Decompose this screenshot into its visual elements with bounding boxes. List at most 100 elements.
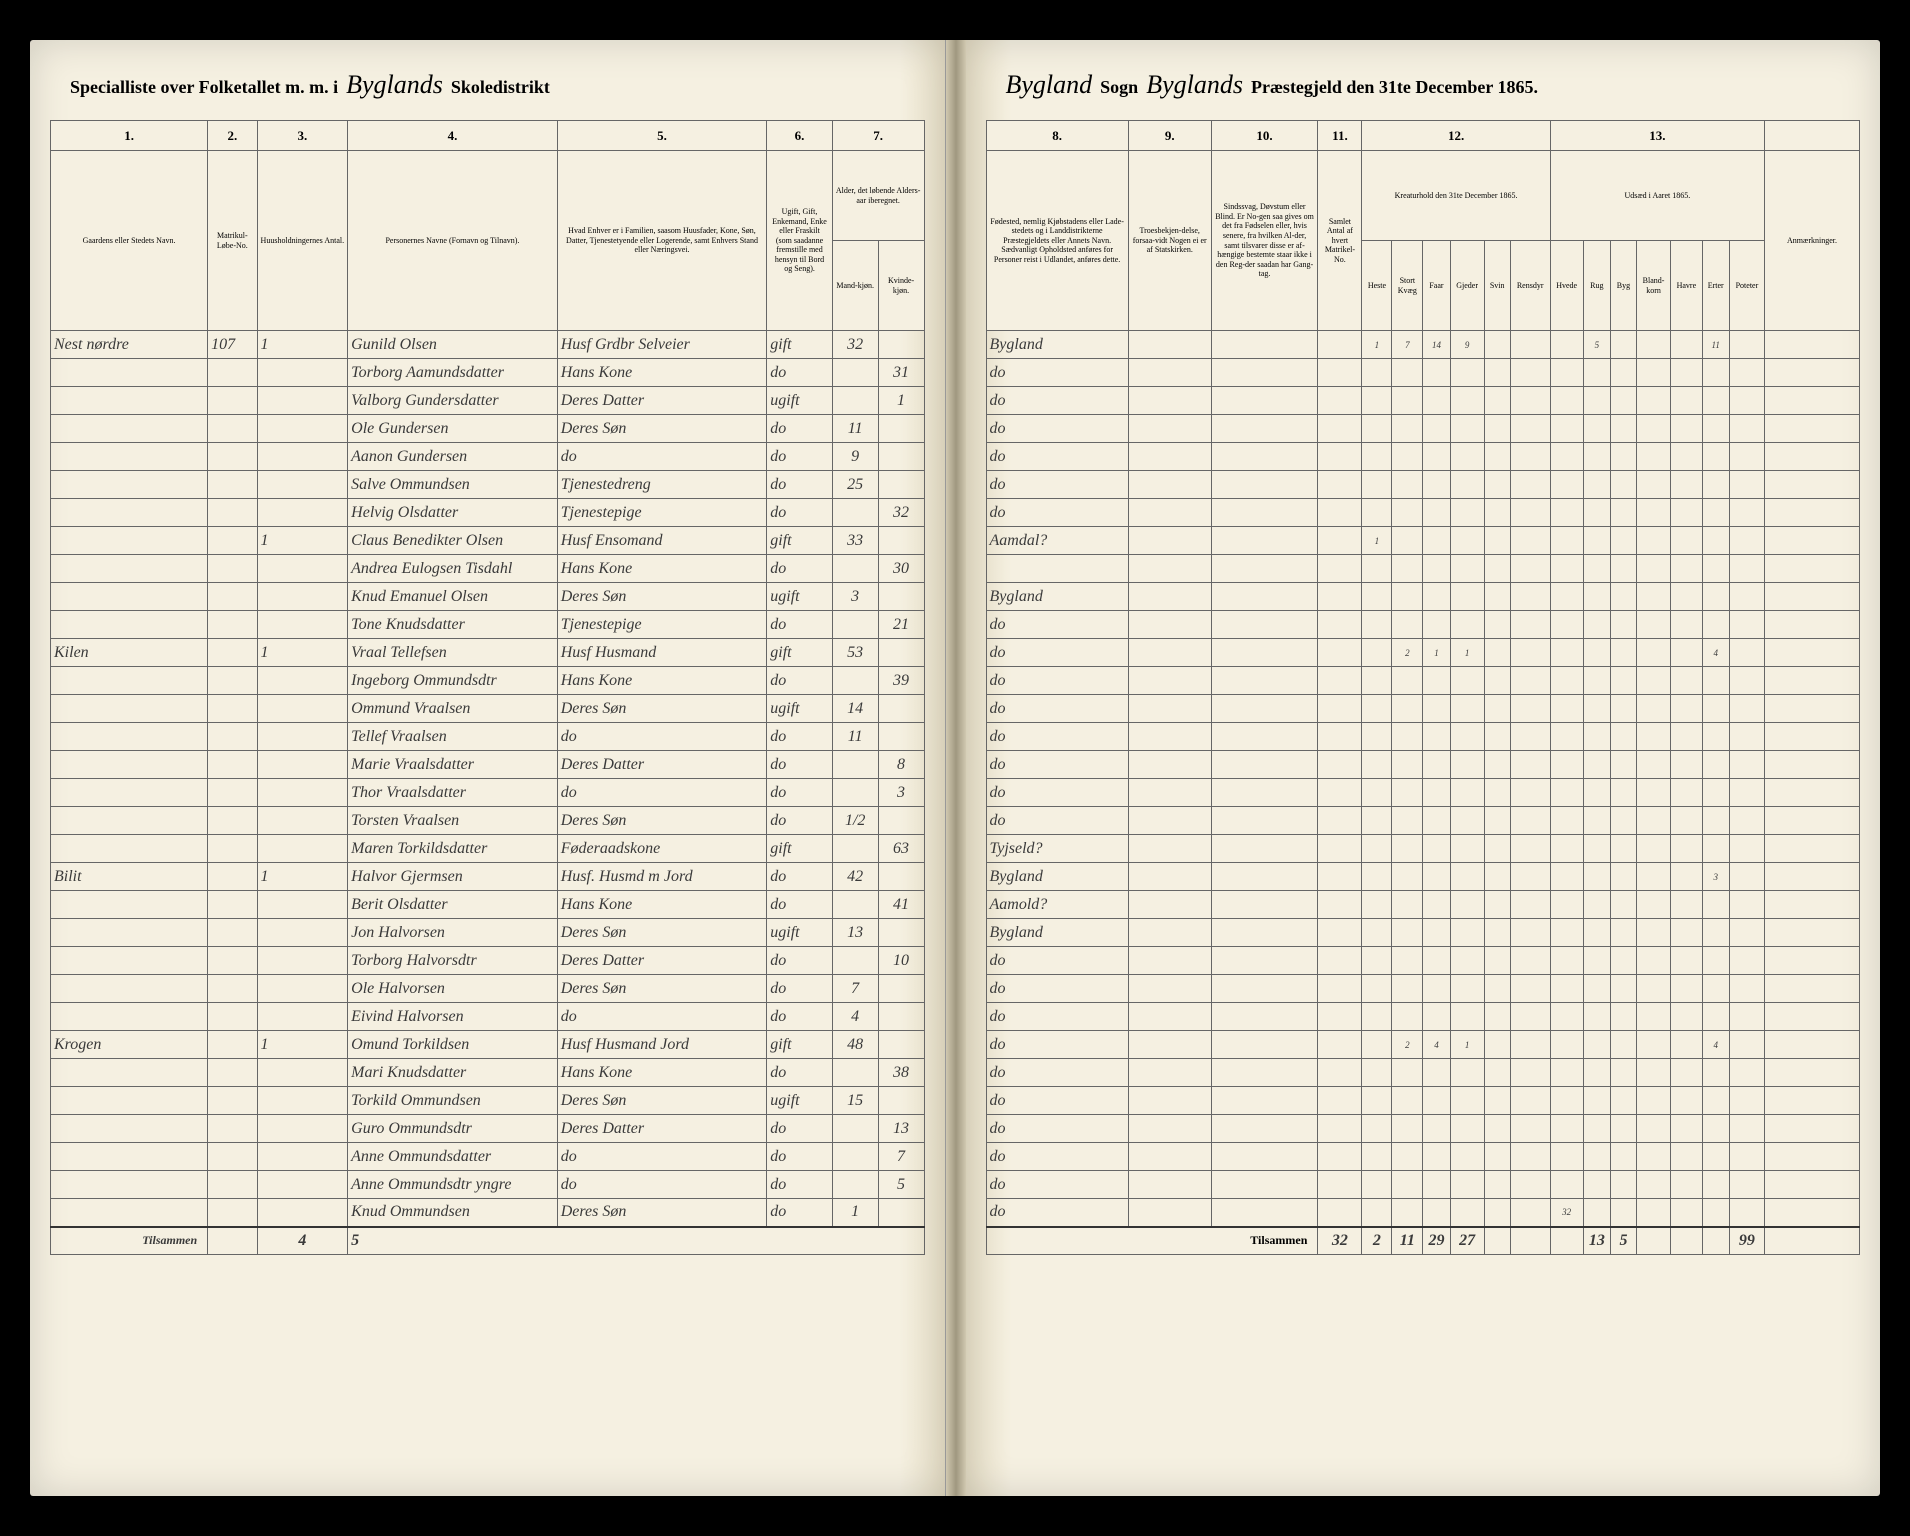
cell xyxy=(1729,527,1764,555)
cell xyxy=(1318,751,1362,779)
cell xyxy=(1637,975,1671,1003)
cell xyxy=(1510,779,1550,807)
cell: 11 xyxy=(1702,331,1729,359)
cell xyxy=(1729,723,1764,751)
cell xyxy=(1729,1031,1764,1059)
table-row: Torborg HalvorsdtrDeres Datterdo10 xyxy=(51,947,925,975)
cell xyxy=(1729,387,1764,415)
right-table: 8. 9. 10. 11. 12. 13. Fødested, nemlig K… xyxy=(986,120,1861,1255)
cell xyxy=(1765,751,1860,779)
cell xyxy=(1392,919,1423,947)
table-row: Guro OmmundsdtrDeres Datterdo13 xyxy=(51,1115,925,1143)
cell: Bilit xyxy=(51,863,208,891)
cell xyxy=(1510,499,1550,527)
cell xyxy=(1702,527,1729,555)
cell xyxy=(1423,1171,1450,1199)
cell xyxy=(1637,443,1671,471)
cell xyxy=(1362,807,1392,835)
cell xyxy=(1729,1003,1764,1031)
cell xyxy=(1211,891,1318,919)
cell xyxy=(1765,387,1860,415)
cell xyxy=(1583,667,1610,695)
cell xyxy=(1128,751,1211,779)
cell xyxy=(1450,919,1484,947)
cell xyxy=(1765,331,1860,359)
cell: do xyxy=(557,1143,767,1171)
cell xyxy=(1128,611,1211,639)
cell xyxy=(1362,1059,1392,1087)
cell xyxy=(1128,723,1211,751)
cell xyxy=(1211,1143,1318,1171)
cell: 11 xyxy=(832,723,878,751)
cell: ugift xyxy=(767,1087,832,1115)
cell xyxy=(1765,919,1860,947)
cell xyxy=(1128,1087,1211,1115)
cell: Føderaadskone xyxy=(557,835,767,863)
cell: Tellef Vraalsen xyxy=(348,723,558,751)
cell xyxy=(1583,1003,1610,1031)
cell xyxy=(257,975,348,1003)
title-prefix: Specialliste over Folketallet m. m. i xyxy=(70,77,338,98)
h7c: Kvinde-kjøn. xyxy=(878,241,924,331)
cell: 10 xyxy=(878,947,924,975)
cell xyxy=(1765,947,1860,975)
cell xyxy=(1671,919,1702,947)
cell xyxy=(1671,1171,1702,1199)
cell xyxy=(1729,1059,1764,1087)
cell: ugift xyxy=(767,583,832,611)
cell xyxy=(1362,471,1392,499)
cell xyxy=(208,359,257,387)
cell xyxy=(1765,891,1860,919)
cell xyxy=(1484,527,1510,555)
cell xyxy=(1392,471,1423,499)
cell xyxy=(1510,919,1550,947)
cell xyxy=(1450,443,1484,471)
cell xyxy=(1128,639,1211,667)
cell: 39 xyxy=(878,667,924,695)
cell xyxy=(1637,415,1671,443)
cell: 1 xyxy=(878,387,924,415)
cell xyxy=(1610,639,1636,667)
cell xyxy=(1702,555,1729,583)
cell xyxy=(1583,947,1610,975)
cell xyxy=(1550,527,1583,555)
cell xyxy=(1702,807,1729,835)
cell xyxy=(1450,583,1484,611)
table-row: Torkild OmmundsenDeres Sønugift15 xyxy=(51,1087,925,1115)
table-row: Torsten VraalsenDeres Søndo1/2 xyxy=(51,807,925,835)
table-row: do2114 xyxy=(986,639,1860,667)
cell xyxy=(1318,1059,1362,1087)
cell: do xyxy=(767,1199,832,1227)
c6: 6. xyxy=(767,121,832,151)
cell xyxy=(1211,639,1318,667)
cell xyxy=(1583,527,1610,555)
right-suffix: Præstegjeld den 31te December 1865. xyxy=(1251,77,1538,98)
cell xyxy=(1450,835,1484,863)
cell xyxy=(1637,1115,1671,1143)
cell: do xyxy=(557,779,767,807)
cell xyxy=(51,779,208,807)
cell xyxy=(1450,555,1484,583)
cell xyxy=(257,779,348,807)
cell xyxy=(1729,471,1764,499)
cell xyxy=(51,499,208,527)
cell: do xyxy=(767,1059,832,1087)
table-row: do xyxy=(986,499,1860,527)
cell xyxy=(51,695,208,723)
cell: Nest nørdre xyxy=(51,331,208,359)
cell: do xyxy=(986,611,1128,639)
cell: Hans Kone xyxy=(557,667,767,695)
cell xyxy=(1423,667,1450,695)
table-row: Andrea Eulogsen TisdahlHans Konedo30 xyxy=(51,555,925,583)
cell: do xyxy=(767,751,832,779)
cell xyxy=(208,443,257,471)
c12: 12. xyxy=(1362,121,1550,151)
cell xyxy=(1610,1143,1636,1171)
cell xyxy=(1510,387,1550,415)
cell xyxy=(878,443,924,471)
cell xyxy=(1128,443,1211,471)
cell xyxy=(1318,359,1362,387)
cell xyxy=(1765,779,1860,807)
cell xyxy=(1671,387,1702,415)
cell xyxy=(1610,667,1636,695)
